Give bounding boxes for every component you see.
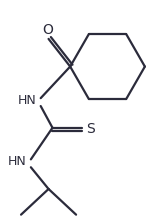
Text: HN: HN <box>18 94 36 107</box>
Text: HN: HN <box>8 155 27 168</box>
Text: S: S <box>86 122 95 136</box>
Text: O: O <box>42 23 53 37</box>
